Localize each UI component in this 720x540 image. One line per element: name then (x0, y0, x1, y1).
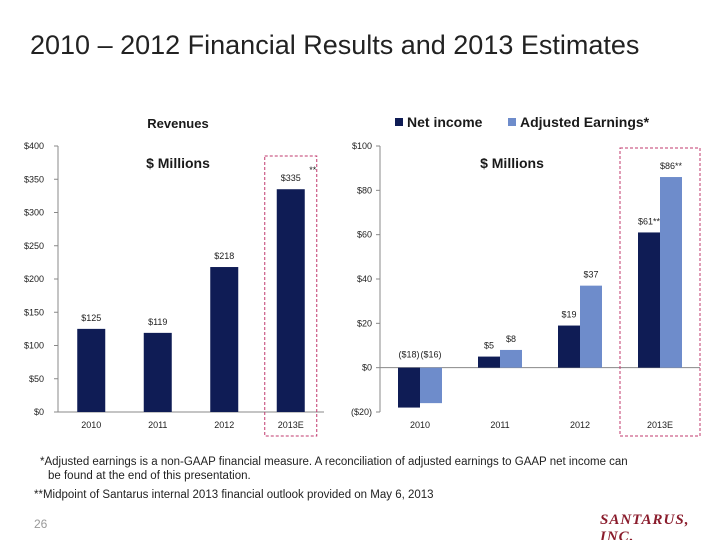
revenues-chart: Revenues $ Millions $0 $50 $100 $150 $200 $250 $… (24, 116, 324, 437)
net-income-data-label: ($18) (398, 350, 419, 360)
revenues-ytick-label: $0 (34, 407, 44, 417)
footnote-adjusted-earnings: *Adjusted earnings is a non-GAAP financi… (40, 456, 628, 468)
revenues-title: Revenues (147, 116, 208, 131)
net-income-bar (398, 367, 420, 408)
revenues-data-label: $218 (214, 251, 234, 261)
footnote-midpoint: **Midpoint of Santarus internal 2013 fin… (34, 489, 434, 501)
earnings-ytick-label: $60 (357, 230, 372, 240)
revenues-bar (210, 267, 239, 412)
earnings-ytick-label: $0 (362, 363, 372, 373)
legend-label: Net income (407, 114, 483, 130)
earnings-ytick-label: $40 (357, 274, 372, 284)
adjusted-earnings-data-label: ($16) (420, 350, 441, 360)
revenues-ytick-label: $300 (24, 208, 44, 218)
net-income-chart: Net income Adjusted Earnings* $ Millions ($… (351, 114, 701, 437)
slide-title: 2010 – 2012 Financial Results and 2013 E… (30, 30, 640, 60)
net-income-data-label: $19 (561, 310, 576, 320)
revenues-ytick-label: $50 (29, 374, 44, 384)
earnings-subtitle: $ Millions (480, 155, 544, 171)
adjusted-earnings-data-label: $37 (583, 270, 598, 280)
earnings-category-label: 2010 (410, 420, 430, 430)
adjusted-earnings-data-label: $8 (506, 334, 516, 344)
revenues-data-label: $335 (281, 173, 301, 183)
revenues-highlight-box (264, 155, 318, 437)
revenues-ytick-label: $150 (24, 307, 44, 317)
legend-swatch (508, 118, 516, 126)
revenues-bar (276, 189, 305, 412)
page-number: 26 (34, 517, 48, 531)
company-logo: SANTARUS, INC. (600, 512, 690, 540)
revenues-bar (143, 332, 172, 412)
earnings-category-label: 2011 (490, 420, 509, 430)
earnings-category-label: 2012 (570, 420, 590, 430)
revenues-category-label: 2012 (214, 420, 234, 430)
revenues-category-label: 2013E (278, 420, 304, 430)
revenues-data-label: $119 (148, 317, 167, 327)
earnings-highlight-box (619, 147, 701, 437)
revenues-ytick-label: $100 (24, 341, 44, 351)
revenues-ytick-label: $350 (24, 174, 44, 184)
legend-label: Adjusted Earnings* (520, 114, 650, 130)
footnote-adjusted-earnings-cont: be found at the end of this presentation… (48, 470, 251, 482)
adjusted-earnings-bar (660, 177, 682, 368)
revenues-ytick-label: $250 (24, 241, 44, 251)
adjusted-earnings-bar (420, 367, 442, 404)
earnings-ytick-label: $80 (357, 185, 372, 195)
net-income-data-label: $5 (484, 341, 494, 351)
earnings-ytick-label: ($20) (351, 407, 372, 417)
revenues-bar (77, 328, 106, 412)
revenues-subtitle: $ Millions (146, 155, 210, 171)
revenues-annotation: ** (309, 165, 317, 175)
adjusted-earnings-data-label: $86** (660, 161, 683, 171)
earnings-ytick-label: $20 (357, 318, 372, 328)
legend-swatch (395, 118, 403, 126)
revenues-ytick-label: $400 (24, 141, 44, 151)
net-income-data-label: $61** (638, 216, 661, 226)
revenues-ytick-label: $200 (24, 274, 44, 284)
revenues-category-label: 2011 (148, 420, 167, 430)
net-income-bar (558, 325, 580, 368)
earnings-ytick-label: $100 (352, 141, 372, 151)
revenues-data-label: $125 (81, 313, 101, 323)
net-income-bar (478, 356, 500, 368)
revenues-category-label: 2010 (81, 420, 101, 430)
adjusted-earnings-bar (500, 349, 522, 368)
adjusted-earnings-bar (580, 285, 602, 368)
earnings-category-label: 2013E (647, 420, 673, 430)
net-income-bar (638, 232, 660, 368)
